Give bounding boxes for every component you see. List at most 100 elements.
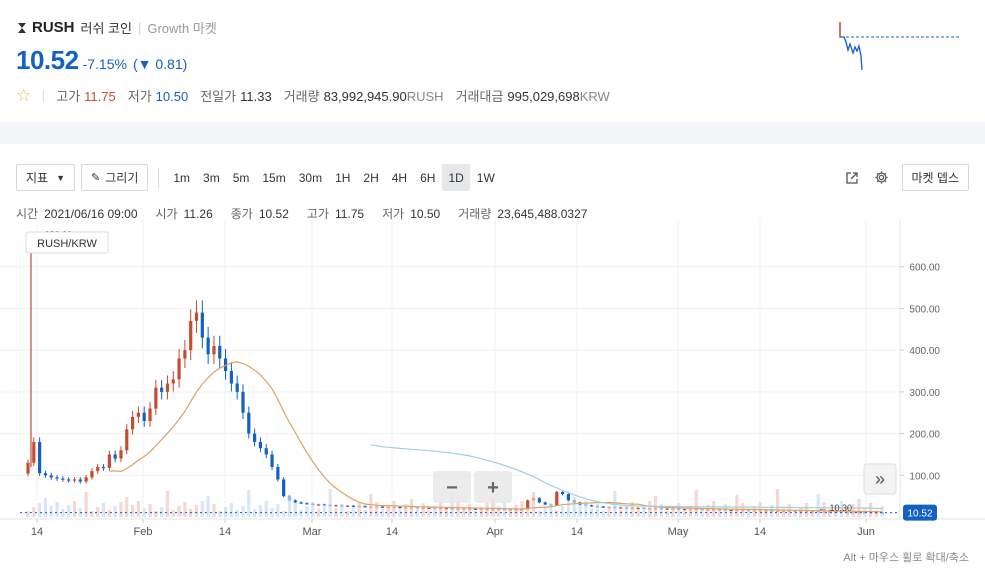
volume-bar	[113, 506, 117, 517]
volume-bar	[125, 497, 129, 517]
info-high: 고가 11.75	[307, 205, 364, 222]
volume-bar	[206, 496, 210, 517]
candle-body	[55, 477, 59, 479]
double-chevron-right-icon: »	[875, 469, 885, 489]
volume-bar	[799, 507, 803, 517]
zoom-in-button[interactable]	[474, 471, 512, 503]
market-depth-button[interactable]: 마켓 뎁스	[901, 164, 969, 191]
timeframe-6H[interactable]: 6H	[420, 170, 436, 185]
title-row: RUSH 러쉬 코인 | Growth 마켓	[16, 18, 217, 37]
chart-panel: 지표 ▼ ✎ 그리기 1m 3m 5m 15m 30m 1H 2H 4H 6H 1D 1W 마켓 뎁스 …	[0, 144, 985, 571]
volume-bar	[770, 505, 774, 517]
volume-bar	[746, 510, 751, 517]
popout-icon[interactable]	[842, 168, 862, 188]
candle-body	[636, 507, 640, 510]
volume-bar	[212, 504, 216, 517]
volume-bar	[473, 511, 478, 517]
info-time-value: 2021/06/16 09:00	[44, 207, 138, 221]
volume-bar	[165, 491, 170, 517]
x-tick-label: Jun	[857, 526, 875, 538]
info-low-label: 저가	[382, 207, 405, 221]
info-high-value: 11.75	[334, 207, 365, 221]
info-volume-label: 거래량	[458, 207, 492, 221]
volume-bar	[630, 502, 634, 517]
candle-body	[119, 450, 123, 459]
timeframe-1D[interactable]: 1D	[442, 164, 470, 191]
timeframe-2H[interactable]: 2H	[363, 170, 379, 185]
volume-bar	[380, 509, 385, 517]
volume-bar	[595, 504, 600, 517]
pair-label-box	[25, 231, 109, 254]
volume-bar	[119, 502, 123, 517]
candle-body	[26, 462, 30, 474]
stat-high-label: 고가	[56, 89, 81, 104]
volume-bar	[235, 510, 239, 517]
timeframe-1W[interactable]: 1W	[476, 170, 495, 185]
candle-body	[154, 387, 158, 409]
volume-bar	[369, 494, 373, 517]
stat-high: 고가 11.75	[56, 86, 116, 105]
zoom-out-icon: −	[446, 477, 458, 499]
timeframe-5m[interactable]: 5m	[232, 170, 250, 185]
timeframe-30m[interactable]: 30m	[298, 170, 323, 185]
volume-bar	[72, 501, 77, 517]
timeframe-1H[interactable]: 1H	[335, 170, 351, 185]
candle-body	[293, 500, 297, 503]
candle-body	[32, 441, 36, 463]
indicator-button[interactable]: 지표 ▼	[16, 164, 76, 191]
pair-label: RUSH/KRW	[37, 238, 97, 250]
chart-tools-right: 마켓 뎁스	[842, 164, 969, 191]
candle-body	[264, 448, 268, 455]
coin-logo-icon	[18, 22, 26, 33]
volume-bar	[741, 503, 745, 517]
y-tick-label: 300.00	[909, 388, 940, 399]
volume-bar	[677, 503, 681, 517]
stats-row: ☆ 고가 11.75 저가 10.50 전일가 11.33 거래량 83,992,945…	[16, 86, 622, 105]
volume-bar	[839, 501, 844, 517]
y-tick-label: 200.00	[909, 430, 940, 441]
candle-body	[316, 504, 321, 506]
volume-bar	[392, 501, 396, 517]
volume-bar	[526, 508, 530, 517]
settings-gear-icon[interactable]	[872, 168, 892, 188]
candle-body	[235, 383, 239, 392]
volume-bar	[276, 504, 280, 517]
info-close-label: 종가	[230, 207, 253, 221]
volume-bar	[130, 505, 135, 517]
volume-bar	[665, 511, 669, 517]
timeframe-3m[interactable]: 3m	[203, 170, 220, 185]
candle-body	[200, 312, 204, 338]
timeframe-1m[interactable]: 1m	[173, 170, 191, 185]
volume-bar	[375, 502, 379, 517]
timeframe-15m[interactable]: 15m	[262, 170, 286, 185]
favorite-star-icon[interactable]: ☆	[16, 86, 32, 105]
volume-bar	[101, 503, 106, 517]
candle-body	[84, 477, 88, 482]
volume-bar	[177, 506, 181, 517]
volume-bar	[183, 502, 187, 517]
volume-bar	[555, 510, 559, 517]
volume-bar	[822, 502, 826, 517]
zoom-out-button[interactable]	[433, 471, 471, 503]
x-tick-label: 14	[219, 526, 231, 538]
timeframe-list: 1m 3m 5m 15m 30m 1H 2H 4H 6H 1D 1W	[167, 164, 501, 191]
volume-bar	[874, 510, 878, 517]
x-tick-label: 14	[571, 526, 583, 538]
volume-bar	[264, 501, 268, 517]
info-time: 시간 2021/06/16 09:00	[16, 205, 138, 222]
volume-bar	[398, 508, 402, 517]
candle-body	[142, 412, 146, 422]
volume-bar	[305, 506, 309, 517]
volume-bar	[322, 505, 326, 517]
volume-bar	[868, 503, 873, 517]
volume-bar	[729, 511, 733, 517]
stat-prev-label: 전일가	[200, 89, 237, 104]
draw-button[interactable]: ✎ 그리기	[81, 164, 149, 191]
volume-bar	[450, 493, 454, 517]
scroll-right-button[interactable]	[863, 463, 897, 495]
candlestick-chart[interactable]: 100.00 200.00 300.00 400.00 500.00 600.00 14 Fe…	[0, 219, 985, 579]
candle-body	[351, 505, 356, 507]
volume-bar	[624, 506, 629, 517]
timeframe-4H[interactable]: 4H	[391, 170, 408, 185]
volume-bar	[566, 502, 571, 517]
